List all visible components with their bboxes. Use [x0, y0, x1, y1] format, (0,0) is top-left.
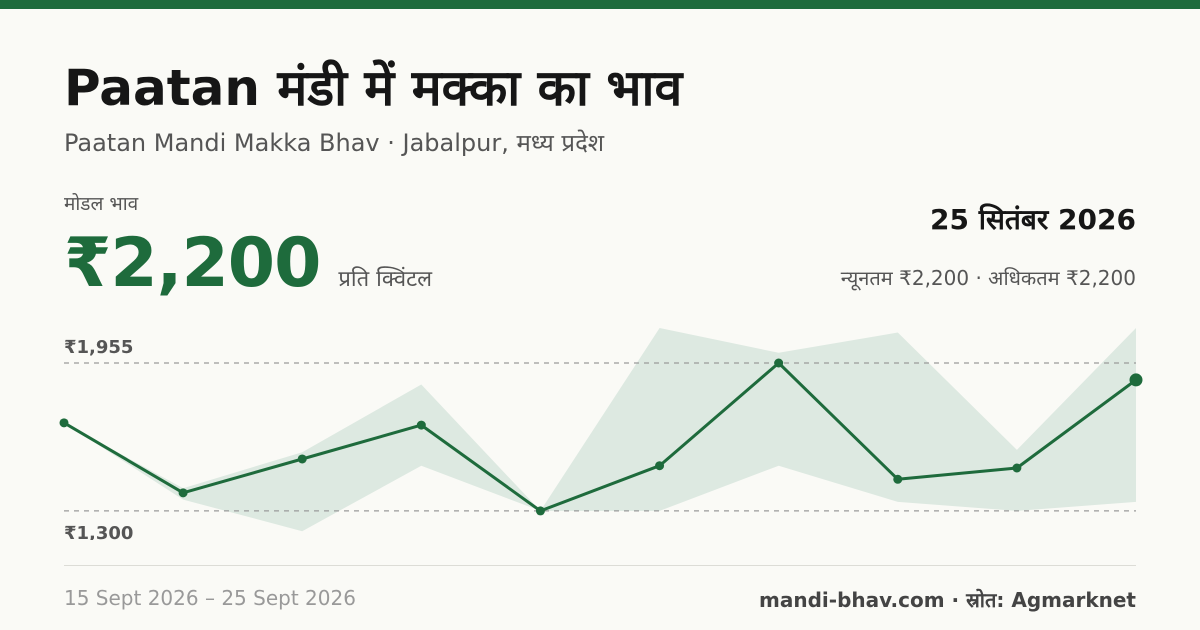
price-line [63, 361, 1137, 513]
price-unit: प्रति क्विंटल [338, 267, 433, 292]
reference-line-label: ₹1,300 [64, 523, 133, 540]
price-point [416, 420, 426, 430]
top-accent-bar [0, 0, 1200, 9]
min-max-price: न्यूनतम ₹2,200 · अधिकतम ₹2,200 [840, 266, 1136, 290]
reference-lines: ₹1,955 ₹1,300 [64, 337, 1136, 540]
price-chart: ₹1,955 ₹1,300 [59, 328, 1143, 540]
price-point [535, 506, 545, 516]
price-point [59, 418, 69, 428]
footer-divider [64, 565, 1136, 566]
price-date: 25 सितंबर 2026 [930, 203, 1136, 236]
price-points [59, 358, 1143, 516]
price-point [178, 488, 188, 498]
reference-line-label: ₹1,955 [64, 337, 133, 358]
source-credit: mandi-bhav.com · स्रोत: Agmarknet [759, 588, 1136, 612]
page-subtitle: Paatan Mandi Makka Bhav · Jabalpur, मध्य… [64, 129, 605, 157]
page-title: Paatan मंडी में मक्का का भाव [64, 59, 683, 117]
modal-price-row: ₹2,200 प्रति क्विंटल [64, 224, 432, 303]
price-point [893, 474, 903, 484]
min-max-band [64, 328, 1136, 532]
date-range: 15 Sept 2026 – 25 Sept 2026 [64, 586, 356, 610]
price-point [297, 454, 307, 464]
price-point [774, 358, 784, 368]
latest-price-point [1129, 373, 1143, 387]
modal-price-value: ₹2,200 [64, 224, 321, 303]
price-point [655, 461, 665, 471]
price-point [1012, 463, 1022, 473]
modal-price-label: मोडल भाव [64, 193, 139, 215]
